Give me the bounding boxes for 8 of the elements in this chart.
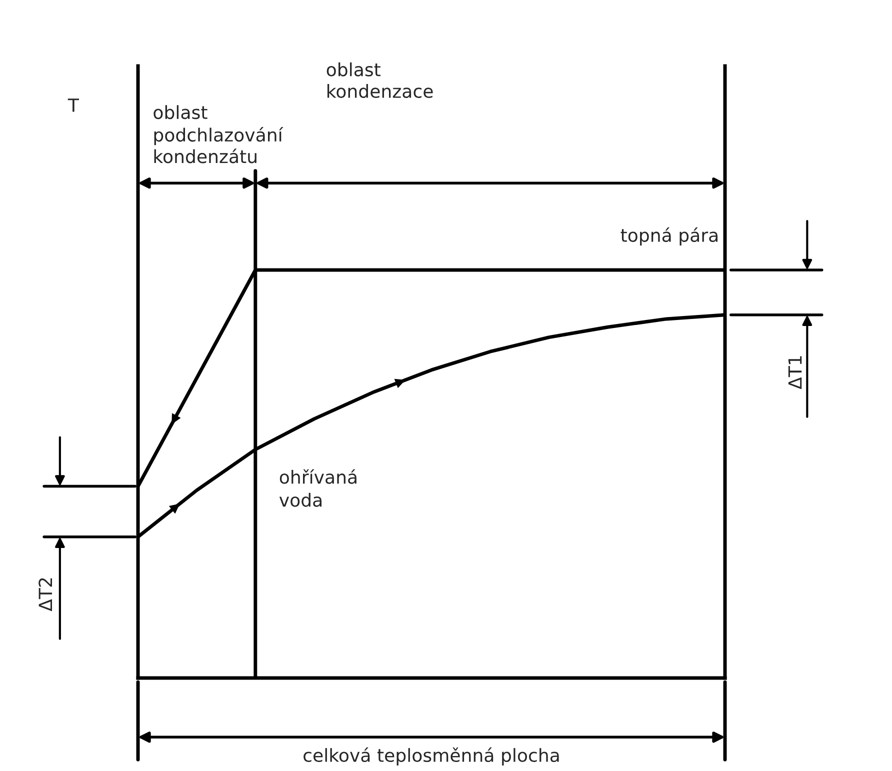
text: T — [68, 98, 79, 112]
x-axis-title: celková teplosměnná plocha — [304, 747, 559, 766]
series-label: topná pára — [620, 227, 718, 246]
series-label: ohřívaná voda — [279, 469, 356, 507]
text: oblast kondenzace — [326, 62, 433, 98]
text: ΔT1 — [788, 356, 802, 390]
text: ΔT2 — [38, 578, 52, 612]
text: oblast podchlazování kondenzátu — [154, 105, 284, 164]
